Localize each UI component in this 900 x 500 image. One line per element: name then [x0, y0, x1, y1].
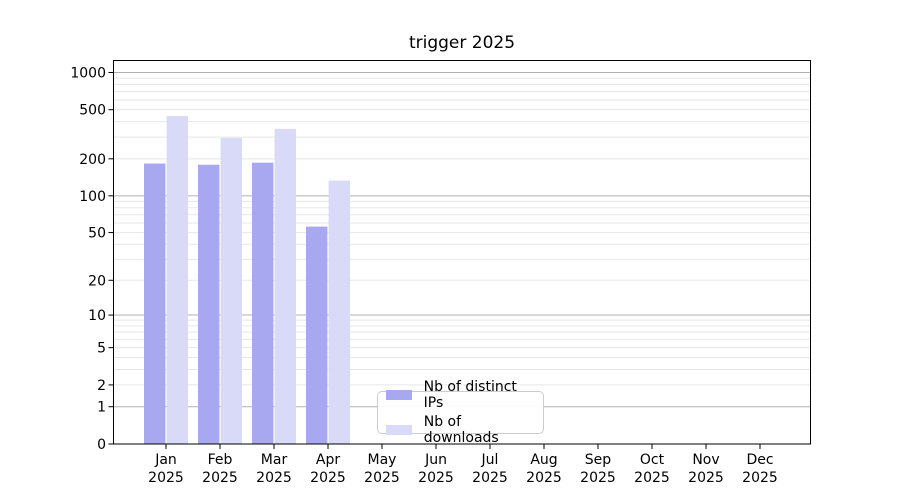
legend-item-downloads: Nb of downloads — [386, 414, 535, 446]
legend-swatch-distinct-ips — [386, 390, 412, 400]
y-tick-label: 10 — [88, 308, 106, 324]
bar-downloads — [220, 137, 242, 445]
legend-item-distinct-ips: Nb of distinct IPs — [386, 379, 535, 411]
y-tick-label: 1 — [97, 400, 106, 416]
bar-downloads — [274, 128, 296, 444]
x-tick-label-month: Jun — [424, 452, 447, 468]
x-tick-label-month: Oct — [640, 452, 665, 468]
legend-label-downloads: Nb of downloads — [423, 414, 499, 446]
y-tick-label: 50 — [88, 226, 106, 242]
bar-distinct-ips — [144, 163, 166, 444]
x-tick-label-year: 2025 — [526, 470, 562, 486]
bar-distinct-ips — [198, 164, 220, 444]
y-tick-label: 500 — [79, 103, 106, 119]
legend-swatch-downloads — [386, 425, 412, 435]
bar-distinct-ips — [252, 162, 274, 444]
x-tick-label-year: 2025 — [472, 470, 508, 486]
x-tick-label-month: Jul — [481, 452, 499, 468]
bar-downloads — [166, 115, 188, 444]
y-tick-label: 2 — [97, 378, 106, 394]
y-tick-label: 20 — [88, 273, 106, 289]
x-tick-label-year: 2025 — [148, 470, 184, 486]
x-tick-label-year: 2025 — [688, 470, 724, 486]
x-tick-label-year: 2025 — [634, 470, 670, 486]
x-tick-label-month: Dec — [746, 452, 773, 468]
y-tick-label: 5 — [97, 341, 106, 357]
x-tick-label-year: 2025 — [580, 470, 616, 486]
bar-downloads — [328, 180, 350, 444]
x-tick-label-month: Sep — [585, 452, 612, 468]
x-tick-label-month: Aug — [530, 452, 557, 468]
legend-label-distinct-ips: Nb of distinct IPs — [423, 379, 517, 411]
bar-distinct-ips — [306, 226, 328, 444]
y-tick-label: 200 — [79, 152, 106, 168]
x-tick-label-month: Apr — [316, 452, 340, 468]
x-tick-label-year: 2025 — [418, 470, 454, 486]
x-tick-label-month: Mar — [261, 452, 288, 468]
chart-title: trigger 2025 — [408, 33, 516, 53]
y-tick-label: 0 — [97, 437, 106, 453]
y-tick-label: 1000 — [70, 65, 106, 81]
legend: Nb of distinct IPs Nb of downloads — [377, 379, 544, 446]
x-tick-label-year: 2025 — [256, 470, 292, 486]
x-tick-label-year: 2025 — [202, 470, 238, 486]
x-tick-label-year: 2025 — [364, 470, 400, 486]
x-tick-label-month: Jan — [154, 452, 177, 468]
x-tick-label-year: 2025 — [742, 470, 778, 486]
x-tick-label-month: Feb — [208, 452, 233, 468]
x-tick-label-month: Nov — [692, 452, 719, 468]
x-tick-label-year: 2025 — [310, 470, 346, 486]
y-tick-label: 100 — [79, 189, 106, 205]
axes-spines — [113, 60, 811, 445]
x-tick-label-month: May — [368, 452, 397, 468]
